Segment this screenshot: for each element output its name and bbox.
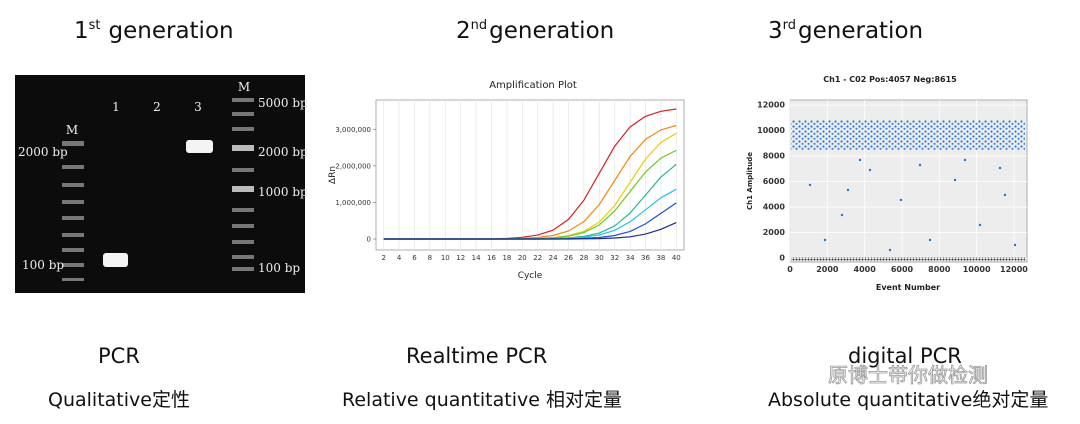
x-tick-label: 30 xyxy=(595,254,604,262)
x-tick-label: 0 xyxy=(787,265,793,274)
y-tick-label: 10000 xyxy=(757,126,785,135)
droplet-clusters xyxy=(791,120,1025,261)
x-tick-label: 12000 xyxy=(1000,265,1028,274)
method-description: Relative quantitative 相对定量 xyxy=(342,389,622,411)
lane-label: M xyxy=(238,80,250,94)
ordinal: 3 xyxy=(768,18,783,44)
x-tick-label: 6000 xyxy=(891,265,914,274)
y-tick-label: 2,000,000 xyxy=(335,162,371,170)
method-name: PCR xyxy=(98,344,140,368)
method-name: Realtime PCR xyxy=(406,344,547,368)
x-tick-label: 8000 xyxy=(928,265,951,274)
y-tick-label: 6000 xyxy=(763,177,786,186)
x-tick-label: 12 xyxy=(456,254,465,262)
suffix: nd xyxy=(471,18,488,33)
x-tick-label: 4000 xyxy=(854,265,877,274)
size-label: 100 bp xyxy=(22,258,64,272)
suffix: st xyxy=(89,18,101,33)
y-axis-label: Ch1 Amplitude xyxy=(746,152,754,210)
word: generation xyxy=(109,18,234,44)
suffix: rd xyxy=(783,18,796,33)
y-tick-label: 3,000,000 xyxy=(335,126,371,134)
size-label: 2000 bp xyxy=(18,145,68,159)
x-tick-label: 36 xyxy=(641,254,650,262)
lane-label: 1 xyxy=(112,100,120,114)
y-tick-label: 1,000,000 xyxy=(335,199,371,207)
series-line xyxy=(383,222,677,240)
x-tick-label: 26 xyxy=(564,254,573,262)
word: generation xyxy=(489,18,614,44)
y-tick-label: 0 xyxy=(779,254,785,263)
method-name: digital PCR xyxy=(848,344,962,368)
lane-label: 2 xyxy=(153,100,161,114)
y-tick-label: 12000 xyxy=(757,101,785,110)
y-tick-label: 8000 xyxy=(763,152,786,161)
x-tick-label: 40 xyxy=(672,254,681,262)
method-description: Absolute quantitative绝对定量 xyxy=(768,389,1048,411)
y-tick-label: 4000 xyxy=(763,203,786,212)
x-tick-label: 34 xyxy=(626,254,635,262)
x-tick-label: 22 xyxy=(533,254,542,262)
size-label: 1000 bp xyxy=(258,185,308,199)
x-tick-label: 2000 xyxy=(816,265,839,274)
x-tick-label: 14 xyxy=(472,254,481,262)
x-tick-label: 32 xyxy=(610,254,619,262)
x-tick-label: 38 xyxy=(656,254,665,262)
x-tick-label: 6 xyxy=(412,254,417,262)
chart-title: Ch1 - C02 Pos:4057 Neg:8615 xyxy=(823,75,957,84)
lane-label: 3 xyxy=(194,100,202,114)
heading: 1st generation xyxy=(74,18,234,44)
x-tick-label: 18 xyxy=(502,254,511,262)
gel-image xyxy=(15,75,305,293)
size-label: 100 bp xyxy=(258,261,300,275)
x-axis-label: Cycle xyxy=(518,271,543,281)
size-label: 2000 bp xyxy=(258,145,308,159)
size-label: 5000 bp xyxy=(258,96,308,110)
lane-label: M xyxy=(66,123,78,137)
x-tick-label: 8 xyxy=(428,254,432,262)
heading: 3rdgeneration xyxy=(768,18,923,44)
chart-title: Amplification Plot xyxy=(489,80,577,91)
x-tick-label: 4 xyxy=(397,254,402,262)
y-tick-label: 0 xyxy=(367,236,371,244)
y-tick-label: 2000 xyxy=(763,228,786,237)
x-tick-label: 10 xyxy=(441,254,450,262)
ordinal: 2 xyxy=(456,18,471,44)
method-description: Qualitative定性 xyxy=(48,389,190,411)
x-tick-label: 24 xyxy=(549,254,558,262)
x-axis-label: Event Number xyxy=(876,283,940,292)
word: generation xyxy=(798,18,923,44)
ordinal: 1 xyxy=(74,18,89,44)
x-tick-label: 20 xyxy=(518,254,527,262)
watermark: 原博士带你做检测 xyxy=(828,363,988,387)
heading: 2ndgeneration xyxy=(456,18,614,44)
x-tick-label: 28 xyxy=(579,254,588,262)
x-tick-label: 16 xyxy=(487,254,496,262)
x-tick-label: 2 xyxy=(381,254,385,262)
x-tick-label: 10000 xyxy=(963,265,991,274)
y-axis-label: ΔRn xyxy=(328,166,338,184)
